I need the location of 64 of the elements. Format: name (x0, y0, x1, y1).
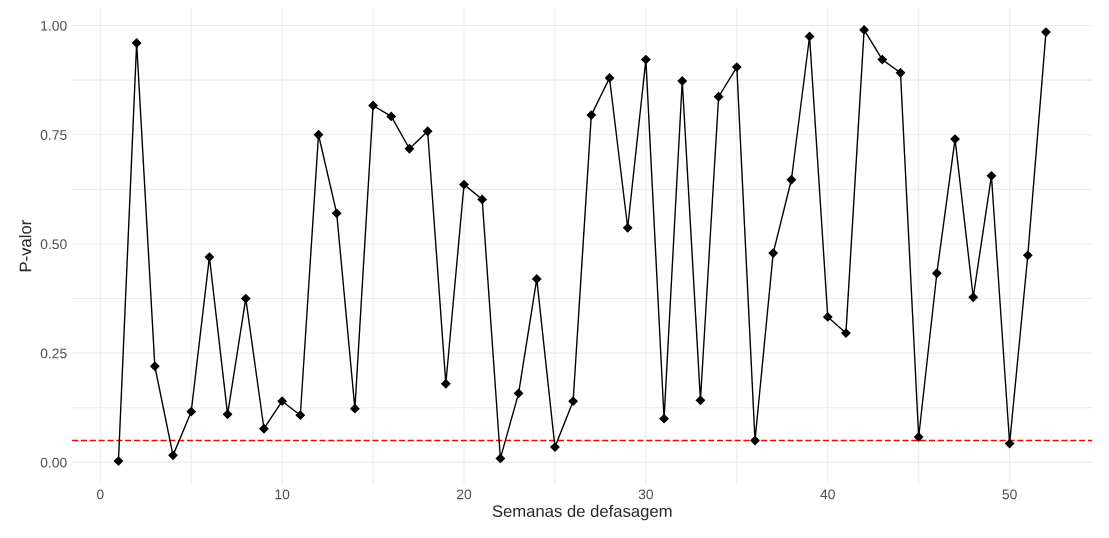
x-tick-label: 10 (275, 489, 290, 500)
point (131, 38, 142, 48)
y-tick-label: 0.00 (40, 457, 67, 468)
x-tick-label: 40 (820, 489, 835, 500)
point (531, 273, 542, 284)
point (640, 54, 651, 65)
point (240, 293, 251, 304)
point (586, 110, 597, 120)
point (295, 410, 306, 421)
point (822, 311, 833, 322)
y-tick-label: 0.50 (40, 239, 67, 250)
x-tick-label: 0 (96, 489, 104, 500)
x-tick-label: 30 (638, 489, 654, 500)
point (259, 423, 269, 434)
point (168, 450, 178, 461)
point (713, 91, 724, 102)
point (804, 31, 815, 42)
point (677, 76, 688, 86)
point (513, 388, 524, 399)
point (695, 395, 706, 406)
point (604, 73, 615, 83)
point (495, 453, 506, 464)
x-axis-title: Semanas de defasagem (492, 504, 672, 521)
point (149, 361, 160, 372)
point (349, 403, 360, 414)
point (422, 126, 433, 137)
y-tick-label: 1.00 (41, 20, 67, 31)
x-tick-label: 50 (1002, 489, 1017, 500)
point (931, 268, 942, 279)
point (477, 194, 488, 205)
y-axis-title: P-valor (19, 220, 32, 272)
point (622, 222, 633, 233)
point (113, 456, 124, 466)
point (331, 208, 342, 219)
point (440, 378, 451, 389)
point (277, 396, 288, 407)
point (386, 111, 397, 122)
point (786, 174, 797, 185)
point (568, 396, 579, 407)
point (1022, 250, 1033, 261)
point (550, 442, 560, 452)
point (186, 406, 197, 417)
point (841, 328, 851, 338)
point (731, 62, 742, 72)
point (1004, 438, 1015, 449)
point (222, 409, 233, 420)
point (895, 67, 906, 78)
point (877, 54, 888, 65)
point (750, 435, 760, 446)
y-tick-label: 0.75 (40, 130, 67, 140)
point (368, 100, 378, 111)
point (1041, 27, 1051, 38)
y-tick-label: 0.25 (40, 348, 67, 359)
x-tick-label: 20 (456, 489, 472, 500)
point (659, 413, 669, 424)
point (313, 129, 324, 140)
point (968, 292, 979, 303)
point (768, 248, 779, 259)
point (404, 143, 415, 154)
point (859, 25, 870, 35)
point (913, 432, 924, 442)
point (459, 179, 469, 190)
point (204, 252, 215, 262)
point (986, 170, 997, 181)
